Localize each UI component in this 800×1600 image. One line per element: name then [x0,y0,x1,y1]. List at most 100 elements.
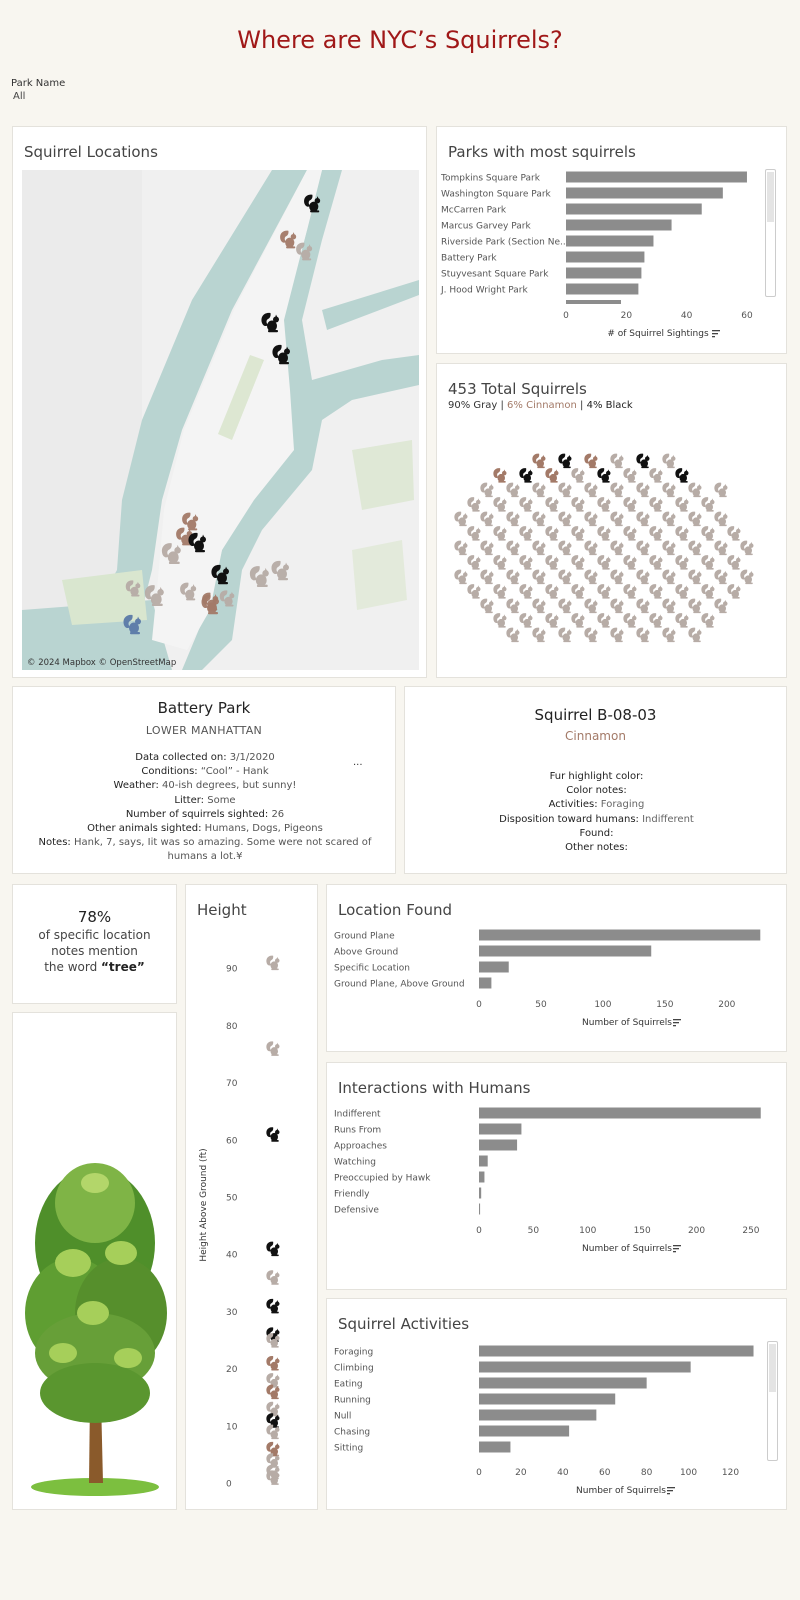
cinnamon-pct: 6% Cinnamon [507,400,577,411]
bar-clipped [566,300,621,304]
bar[interactable] [566,267,642,279]
filter-value[interactable]: All [13,91,26,102]
activities-scrollbar[interactable] [767,1341,778,1461]
x-tick-label: 200 [688,1226,705,1236]
x-tick-label: 20 [621,311,633,321]
notes-value: Hank, 7, says, Iit was so amazing. Some … [73,837,372,863]
unit-squirrel [519,526,533,541]
height-squirrel-point [266,1041,280,1056]
unit-squirrel [506,482,520,498]
separator: | [497,400,508,411]
sort-icon[interactable] [667,1487,675,1495]
y-tick-label: 30 [226,1308,238,1318]
y-tick-label: 70 [226,1079,238,1089]
unit-squirrel [532,482,546,498]
unit-squirrel [675,584,689,599]
unit-squirrel [519,468,533,483]
bar-category-label: Battery Park [441,254,497,264]
unit-squirrel [675,526,689,541]
unit-squirrel [610,627,624,643]
unit-squirrel [636,598,650,614]
bar[interactable] [479,1361,691,1373]
unit-squirrel [740,540,754,556]
bar[interactable] [566,187,723,199]
sort-icon[interactable] [712,330,720,338]
bar[interactable] [479,1409,597,1421]
bar[interactable] [479,1345,754,1357]
tree-line1: of specific location [38,928,151,942]
x-tick-label: 60 [599,1468,611,1478]
unit-squirrel [701,526,715,541]
bar[interactable] [479,1393,616,1405]
unit-squirrel [480,482,494,498]
unit-squirrel [662,598,676,614]
unit-squirrel [662,453,676,469]
bar[interactable] [479,1377,647,1389]
unit-squirrel [623,555,637,570]
map-card: Squirrel Locations © 2024 Mapbox © OpenS… [12,126,427,678]
bar[interactable] [479,1155,488,1167]
bar[interactable] [479,1107,761,1119]
bar-category-label: Chasing [334,1428,370,1438]
parks-scroll-thumb[interactable] [767,172,774,222]
bar[interactable] [479,977,492,989]
bar[interactable] [479,1441,511,1453]
parks-card: Parks with most squirrels Tompkins Squar… [436,126,787,354]
unit-squirrel [519,555,533,570]
totals-card: 453 Total Squirrels 90% Gray | 6% Cinnam… [436,363,787,678]
sort-icon[interactable] [673,1245,681,1253]
bar-category-label: Climbing [334,1364,374,1374]
unit-squirrel [584,569,598,585]
park-name-filter[interactable]: Park Name All [11,78,65,102]
detail-row: Data collected on: 3/1/2020 [23,751,387,765]
bar[interactable] [479,961,509,973]
bar[interactable] [479,929,761,941]
more-ellipsis[interactable]: ... [353,757,363,768]
height-squirrel-point [266,1424,280,1440]
unit-squirrel [506,569,520,585]
bar[interactable] [566,251,645,263]
bar[interactable] [479,1425,570,1437]
bar-category-label: Defensive [334,1206,379,1216]
unit-squirrel [727,526,741,541]
unit-squirrel [623,468,637,483]
detail-label: Fur highlight color: [549,771,644,782]
unit-squirrel [558,569,572,585]
unit-squirrel [649,584,663,599]
unit-squirrel [675,555,689,570]
unit-squirrel [532,453,546,469]
unit-squirrel [610,482,624,498]
tree-word: “tree” [101,960,145,974]
map-park-patch [352,440,414,510]
activities-title: Squirrel Activities [338,1315,470,1333]
unit-squirrel [493,555,507,570]
bar[interactable] [479,1139,518,1151]
x-tick-label: 80 [641,1468,653,1478]
bar[interactable] [479,945,652,957]
squirrel-map[interactable]: © 2024 Mapbox © OpenStreetMap [22,170,419,670]
bar[interactable] [566,219,672,231]
unit-squirrel [545,584,559,599]
sort-icon[interactable] [673,1019,681,1027]
bar[interactable] [479,1187,482,1199]
unit-squirrel [584,598,598,614]
bar[interactable] [479,1171,485,1183]
bar[interactable] [566,235,654,247]
bar[interactable] [566,171,747,183]
interactions-card: Interactions with Humans Indifferent Runs… [326,1062,787,1290]
unit-squirrel [649,468,663,483]
detail-row: Other animals sighted: Humans, Dogs, Pig… [23,822,387,836]
detail-row: Number of squirrels sighted: 26 [23,808,387,822]
unit-squirrel [662,627,676,643]
bar-category-label: Runs From [334,1126,381,1136]
y-tick-label: 40 [226,1251,238,1261]
bar-category-label: Riverside Park (Section Ne... [441,238,569,248]
totals-breakdown: 90% Gray | 6% Cinnamon | 4% Black [448,400,633,411]
bar[interactable] [566,283,639,295]
parks-scrollbar[interactable] [765,169,776,297]
bar[interactable] [479,1123,522,1135]
bar[interactable] [566,203,702,215]
bar[interactable] [479,1203,481,1215]
activities-scroll-thumb[interactable] [769,1344,776,1392]
unit-squirrel [623,584,637,599]
